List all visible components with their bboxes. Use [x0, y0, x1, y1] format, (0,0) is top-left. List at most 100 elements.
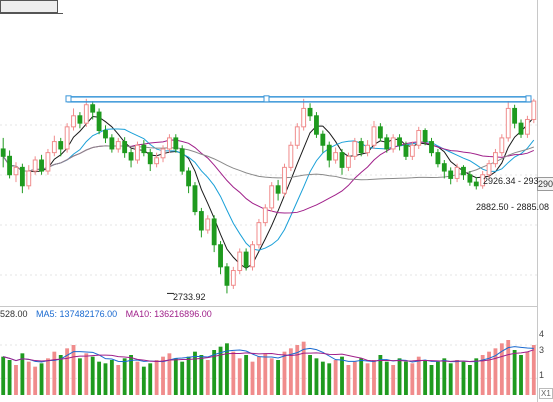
volume-bar-up [352, 361, 357, 395]
candle-up [499, 137, 505, 154]
volume-chart[interactable] [0, 321, 537, 397]
volume-bar-up [161, 356, 165, 395]
volume-bar-down [180, 361, 185, 395]
volume-bar-up [525, 351, 530, 395]
candle-up [288, 144, 294, 168]
candle-down [403, 144, 409, 157]
candle-down [186, 170, 192, 187]
volume-bar-up [250, 361, 255, 395]
candle-up [486, 163, 492, 176]
candle-up [13, 166, 19, 176]
vol-value: 528.00 [0, 309, 28, 319]
resistance-trendline [67, 96, 531, 103]
volume-bar-down [378, 355, 383, 395]
candle-down [429, 141, 434, 154]
candle-down [441, 163, 447, 172]
vol-tick-3: 3 [539, 345, 545, 355]
volume-bar-down [141, 366, 146, 395]
volume-bar-up [455, 360, 460, 395]
candle-down [90, 104, 96, 113]
volume-bar-up [301, 341, 306, 395]
candle-down [243, 251, 249, 268]
volume-bar-up [493, 348, 498, 395]
volume-bar-down [314, 358, 319, 395]
candlestick-chart[interactable] [0, 0, 537, 306]
right-price-axis[interactable] [537, 0, 553, 402]
volume-bar-up [263, 353, 268, 395]
candle-down [19, 166, 25, 187]
candle-down [192, 185, 198, 213]
candle-down [467, 174, 473, 183]
candle-down [397, 137, 402, 146]
volume-bar-up [231, 351, 236, 395]
volume-bar-down [423, 360, 428, 395]
candle-down [77, 115, 83, 124]
candle-down [122, 141, 128, 154]
trendline-handle-right [525, 95, 532, 103]
candle-up [294, 126, 300, 146]
candle-up [154, 157, 160, 165]
candle-up [26, 170, 32, 187]
volume-bar-down [448, 363, 453, 395]
volume-bar-down [474, 358, 479, 395]
candle-down [320, 133, 326, 146]
candle-down [96, 111, 102, 132]
candle-down [173, 137, 179, 150]
candle-down [147, 152, 153, 165]
candle-up [390, 137, 396, 150]
candle-up [64, 126, 70, 150]
volume-bar-down [186, 356, 191, 395]
volume-bar-down [442, 358, 447, 395]
candle-down [0, 148, 6, 157]
volume-bar-down [519, 355, 523, 395]
candle-up [237, 251, 243, 272]
volume-bar-down [97, 361, 102, 395]
candle-down [384, 137, 390, 150]
volume-bar-down [193, 351, 197, 395]
volume-bar-down [327, 363, 332, 395]
volume-bar-down [173, 358, 178, 395]
vol-tick-1: 1 [539, 370, 545, 380]
range-label-1: 2926.34 - 293 [483, 176, 539, 186]
volume-bar-down [244, 355, 249, 395]
volume-bar-up [295, 345, 300, 395]
candle-down [58, 141, 64, 150]
candle-down [103, 130, 108, 139]
ma5-line [2, 115, 535, 269]
volume-bar-up [65, 348, 70, 395]
volume-bar-up [365, 363, 370, 395]
low-price-label: 2733.92 [173, 292, 206, 302]
candle-up [51, 141, 57, 154]
candle-down [422, 130, 428, 143]
volume-bar-up [14, 365, 18, 395]
candle-up [480, 174, 486, 187]
volume-bar-up [256, 356, 261, 395]
volume-bar-down [218, 346, 223, 395]
volume-bar-down [58, 355, 63, 395]
volume-bar-down [129, 355, 133, 395]
candle-up [45, 152, 51, 172]
candle-up [531, 100, 537, 120]
volume-bar-up [46, 358, 50, 395]
volume-bar-up [333, 360, 338, 395]
axis-corner-label[interactable]: X1 [539, 388, 553, 399]
candle-down [314, 115, 319, 135]
candle-up [135, 144, 140, 161]
candle-up [205, 218, 211, 231]
volume-bar-up [167, 353, 172, 395]
ma20-line [2, 139, 535, 214]
range-label-2: 2882.50 - 2885.08 [476, 202, 550, 212]
candle-down [435, 152, 441, 165]
volume-bar-up [499, 343, 504, 395]
volume-bar-down [7, 360, 12, 395]
volume-bar-up [346, 365, 351, 395]
volume-bar-up [205, 360, 210, 395]
volume-bar-down [429, 365, 434, 395]
volume-bar-up [52, 351, 57, 395]
trendline-handle-mid [263, 95, 270, 103]
ma5-legend: MA5: 137482176.00 [36, 309, 118, 319]
volume-bar-up [480, 355, 485, 395]
volume-bar-down [109, 360, 114, 395]
volume-bar-up [288, 348, 293, 395]
volume-bar-up [531, 345, 536, 395]
